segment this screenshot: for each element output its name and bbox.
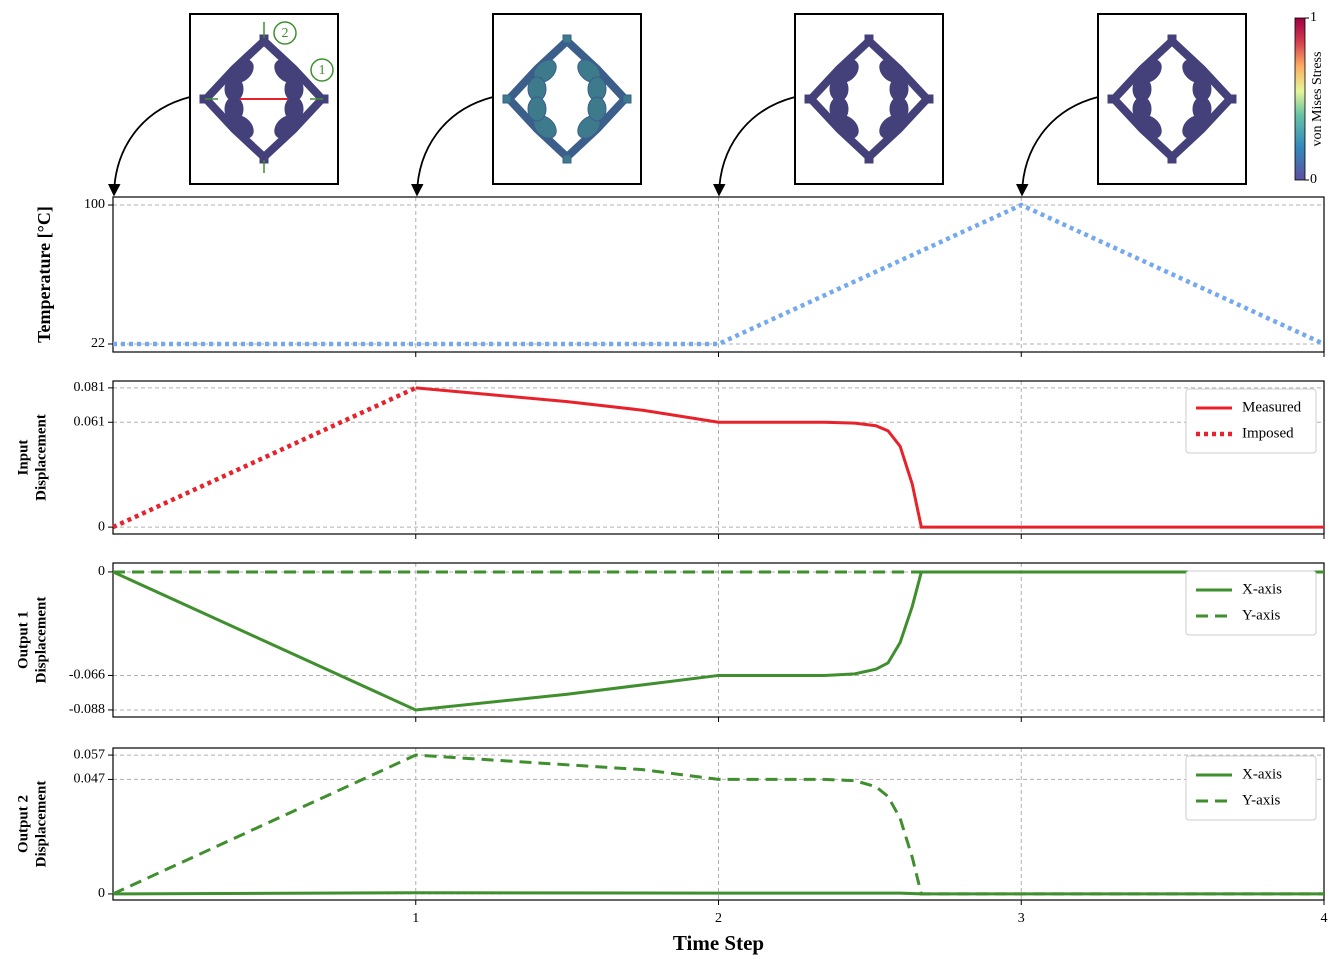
x-tick-label: 4 [1321,911,1328,926]
y-tick-label: -0.088 [69,702,105,717]
y-axis-label: Displacement [33,414,49,501]
x-tick-label: 1 [412,911,419,926]
y-tick-label: -0.066 [69,668,105,683]
series-line [113,755,1324,894]
figure: 2 1 von Mises Stress 0122100Temperature … [0,0,1333,959]
y-axis-label: Displacement [33,781,49,868]
y-axis-label: Input [15,440,31,476]
inset-label: 2 [282,26,289,41]
legend-label: Y-axis [1242,607,1280,623]
y-tick-label: 0 [98,886,105,901]
colorbar [1295,18,1305,180]
y-tick-label: 22 [91,336,105,351]
legend-label: X-axis [1242,581,1282,597]
y-axis-label: Temperature [°C] [34,206,54,343]
legend-label: Y-axis [1242,792,1280,808]
y-tick-label: 100 [84,197,105,212]
y-tick-label: 0.057 [74,747,106,762]
colorbar-label: von Mises Stress [1310,52,1325,147]
series-line [113,388,416,527]
y-tick-label: 0 [98,564,105,579]
legend-label: X-axis [1242,766,1282,782]
colorbar-tick-label: 1 [1310,10,1317,25]
y-tick-label: 0.047 [74,772,106,787]
x-tick-label: 2 [715,911,722,926]
inset-label: 1 [319,63,326,78]
y-tick-label: 0.061 [74,414,106,429]
series-line [113,893,1324,894]
legend-label: Measured [1242,399,1302,415]
y-axis-label: Displacement [33,597,49,684]
x-axis-label: Time Step [673,931,764,955]
legend-label: Imposed [1242,425,1294,441]
y-axis-label: Output 2 [15,795,31,853]
y-tick-label: 0.081 [74,380,106,395]
colorbar-tick-label: 0 [1310,172,1317,187]
insets: 2 1 von Mises Stress [114,14,1325,194]
y-tick-label: 0 [98,519,105,534]
x-tick-label: 3 [1018,911,1025,926]
y-axis-label: Output 1 [15,611,31,669]
